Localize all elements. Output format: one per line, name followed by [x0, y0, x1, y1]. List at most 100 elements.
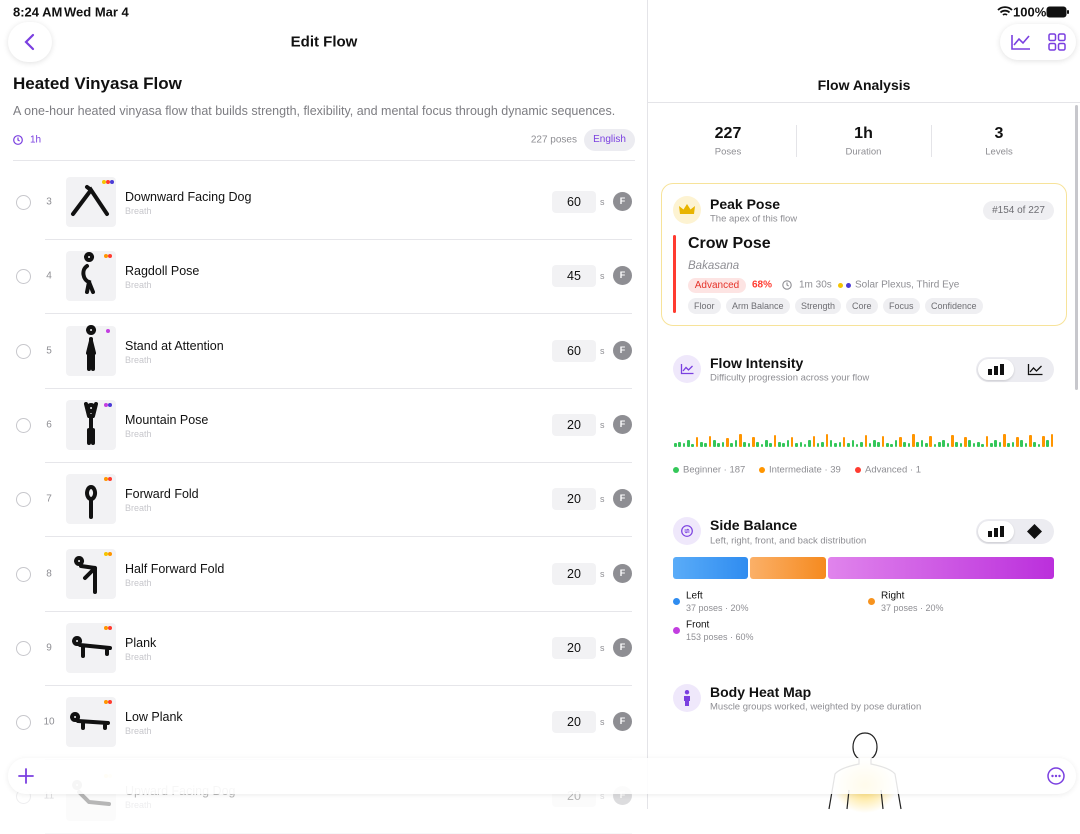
- intensity-icon: [680, 364, 694, 375]
- intensity-bar: [682, 442, 686, 447]
- intensity-bar: [851, 440, 855, 447]
- add-pose-button[interactable]: [18, 768, 34, 784]
- pose-number: 8: [46, 568, 52, 579]
- row-divider: [45, 461, 632, 463]
- pose-figure: [70, 712, 110, 731]
- pose-thumbnail[interactable]: [66, 622, 116, 673]
- peak-sanskrit: Bakasana: [688, 260, 740, 272]
- seconds-field[interactable]: 20: [552, 711, 596, 734]
- intensity-bar: [916, 441, 920, 447]
- balance-segment: [673, 557, 749, 579]
- intensity-bar: [981, 443, 984, 447]
- bottom-toolbar: [8, 758, 1076, 794]
- clock-icon: [13, 135, 23, 145]
- intensity-bar: [769, 442, 772, 447]
- seconds-unit: s: [600, 345, 605, 356]
- intensity-bar: [717, 442, 720, 447]
- seconds-unit: s: [600, 494, 605, 505]
- pose-thumbnail[interactable]: [66, 251, 116, 302]
- select-radio[interactable]: [16, 417, 31, 433]
- intensity-bar: [799, 441, 803, 447]
- intensity-bar: [1033, 441, 1036, 447]
- level-dot: [104, 402, 108, 407]
- legend-label: Beginner · 187: [683, 464, 746, 476]
- intensity-bar: [864, 434, 868, 447]
- side-badge[interactable]: F: [613, 712, 632, 732]
- bar-mode-button[interactable]: [978, 521, 1014, 542]
- intensity-bar: [829, 440, 833, 447]
- side-badge[interactable]: F: [613, 266, 632, 286]
- intensity-bar: [877, 441, 881, 447]
- seconds-unit: s: [600, 717, 605, 728]
- intensity-bar: [834, 442, 837, 447]
- side-badge[interactable]: F: [613, 637, 632, 657]
- intensity-bar: [795, 442, 798, 447]
- intensity-bar: [942, 440, 946, 447]
- row-divider: [45, 610, 632, 612]
- seconds-field[interactable]: 45: [552, 265, 596, 288]
- chakra-dot: [846, 283, 851, 288]
- level-dot: [106, 328, 110, 333]
- legend-dot: [673, 467, 679, 473]
- peak-rank: #154 of 227: [983, 201, 1054, 220]
- seconds-field[interactable]: 20: [552, 413, 596, 436]
- pose-thumbnail[interactable]: [66, 324, 116, 376]
- peak-tag: Floor: [688, 298, 721, 314]
- side-badge[interactable]: F: [613, 340, 632, 360]
- more-button[interactable]: [1047, 767, 1065, 785]
- pose-thumbnail[interactable]: [66, 697, 116, 748]
- balance-detail: 37 poses · 20%: [686, 603, 749, 613]
- seconds-field[interactable]: 60: [552, 339, 596, 362]
- side-badge[interactable]: F: [613, 192, 632, 211]
- intensity-bar: [674, 442, 677, 447]
- pose-thumbnail[interactable]: [66, 548, 116, 599]
- intensity-bar: [946, 442, 950, 447]
- select-radio[interactable]: [16, 269, 31, 285]
- language-pill[interactable]: English: [584, 129, 635, 151]
- battery-percent: 100%: [1013, 4, 1047, 20]
- intensity-bar: [1011, 441, 1015, 447]
- row-divider: [45, 684, 632, 686]
- pose-number: 10: [43, 716, 55, 728]
- balance-segment: [827, 557, 1054, 579]
- select-radio[interactable]: [16, 195, 31, 210]
- status-date: Wed Mar 4: [64, 4, 129, 20]
- pose-number: 11: [43, 790, 55, 802]
- back-button[interactable]: [8, 22, 52, 62]
- pose-thumbnail[interactable]: [66, 177, 116, 227]
- select-radio[interactable]: [16, 492, 31, 508]
- intensity-bar: [985, 436, 989, 447]
- seconds-field[interactable]: 60: [552, 191, 596, 213]
- pose-number: 4: [46, 270, 52, 282]
- select-radio[interactable]: [16, 715, 31, 731]
- chart-view-button[interactable]: [1011, 34, 1031, 50]
- level-dot: [108, 551, 112, 556]
- select-radio[interactable]: [16, 343, 31, 359]
- seconds-unit: s: [600, 419, 605, 430]
- pose-thumbnail[interactable]: [66, 474, 116, 525]
- side-badge[interactable]: F: [613, 489, 632, 509]
- intensity-bar: [920, 440, 924, 447]
- peak-subtitle: The apex of this flow: [710, 213, 798, 225]
- balance-detail: 153 poses · 60%: [686, 632, 754, 642]
- side-badge[interactable]: F: [613, 563, 632, 583]
- line-mode-button[interactable]: [1027, 364, 1043, 376]
- pose-name: Low Plank: [125, 710, 183, 725]
- bar-mode-button[interactable]: [978, 359, 1014, 380]
- seconds-field[interactable]: 20: [552, 562, 596, 585]
- balance-badge: [673, 517, 701, 545]
- select-radio[interactable]: [16, 640, 31, 656]
- side-badge[interactable]: F: [613, 414, 632, 434]
- pose-name: Stand at Attention: [125, 338, 224, 353]
- grid-view-button[interactable]: [1048, 33, 1066, 51]
- balance-dot: [868, 598, 875, 605]
- seconds-field[interactable]: 20: [552, 488, 596, 511]
- intensity-bar: [782, 442, 785, 447]
- pose-thumbnail[interactable]: [66, 399, 116, 450]
- peak-accent: [673, 235, 676, 313]
- select-radio[interactable]: [16, 566, 31, 582]
- seconds-field[interactable]: 20: [552, 636, 596, 659]
- intensity-bar: [760, 443, 764, 447]
- compass-mode-button[interactable]: [1027, 524, 1042, 539]
- intensity-bar: [786, 440, 790, 447]
